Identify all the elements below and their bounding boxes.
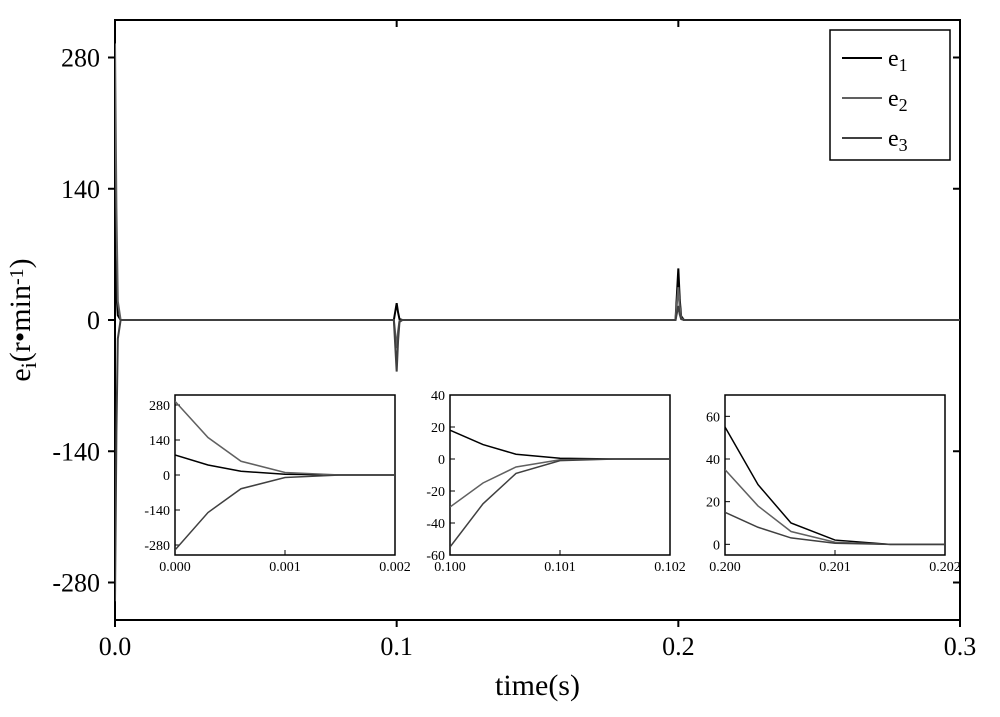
inset2 (450, 430, 670, 547)
x-tick-label: 0.0 (99, 632, 132, 661)
inset-x-tick: 0.202 (929, 560, 961, 575)
inset-y-tick: 0 (163, 469, 170, 484)
y-axis-title: ei(r•min-1) (4, 258, 41, 381)
inset-x-tick: 0.001 (269, 560, 301, 575)
inset-y-tick: 20 (431, 421, 445, 436)
inset1 (175, 401, 395, 550)
inset-y-tick: 280 (149, 399, 170, 414)
x-tick-label: 0.3 (944, 632, 977, 661)
inset-series (175, 475, 395, 550)
y-tick-label: -280 (52, 569, 100, 598)
inset-y-tick: -140 (144, 504, 170, 519)
series-e3 (115, 306, 960, 601)
y-tick-label: -140 (52, 437, 100, 466)
y-tick-label: 140 (61, 175, 100, 204)
inset-y-tick: -280 (144, 539, 170, 554)
inset-x-tick: 0.000 (159, 560, 191, 575)
inset3 (725, 427, 945, 544)
inset-series (450, 459, 670, 507)
inset-x-tick: 0.200 (709, 560, 741, 575)
y-tick-label: 280 (61, 44, 100, 73)
inset-series (725, 470, 945, 545)
inset-y-tick: 20 (706, 496, 720, 511)
inset-y-tick: 0 (713, 538, 720, 553)
inset-y-tick: -20 (426, 485, 445, 500)
inset-series (450, 430, 670, 459)
inset-x-tick: 0.101 (544, 560, 576, 575)
chart-container: 0.0 0.1 0.2 0.3 time(s) -280 -140 0 140 280 ei(r•m… (0, 0, 1000, 717)
y-tick-label: 0 (87, 306, 100, 335)
inset-y-tick: -40 (426, 517, 445, 532)
x-axis-title: time(s) (495, 669, 580, 702)
x-tick-label: 0.2 (662, 632, 695, 661)
inset-x-tick: 0.201 (819, 560, 851, 575)
inset-x-tick: 0.002 (379, 560, 411, 575)
inset-y-tick: 0 (438, 453, 445, 468)
inset-series (450, 459, 670, 547)
inset-series (175, 401, 395, 475)
x-tick-label: 0.1 (380, 632, 413, 661)
inset-y-tick: 140 (149, 434, 170, 449)
inset-y-tick: 60 (706, 410, 720, 425)
inset-x-tick: 0.102 (654, 560, 686, 575)
inset-y-tick: 40 (706, 453, 720, 468)
inset-y-tick: 40 (431, 389, 445, 404)
chart-svg: 0.0 0.1 0.2 0.3 time(s) -280 -140 0 140 280 ei(r•m… (0, 0, 1000, 717)
series-e1 (115, 245, 960, 320)
inset-y-tick: -60 (426, 549, 445, 564)
